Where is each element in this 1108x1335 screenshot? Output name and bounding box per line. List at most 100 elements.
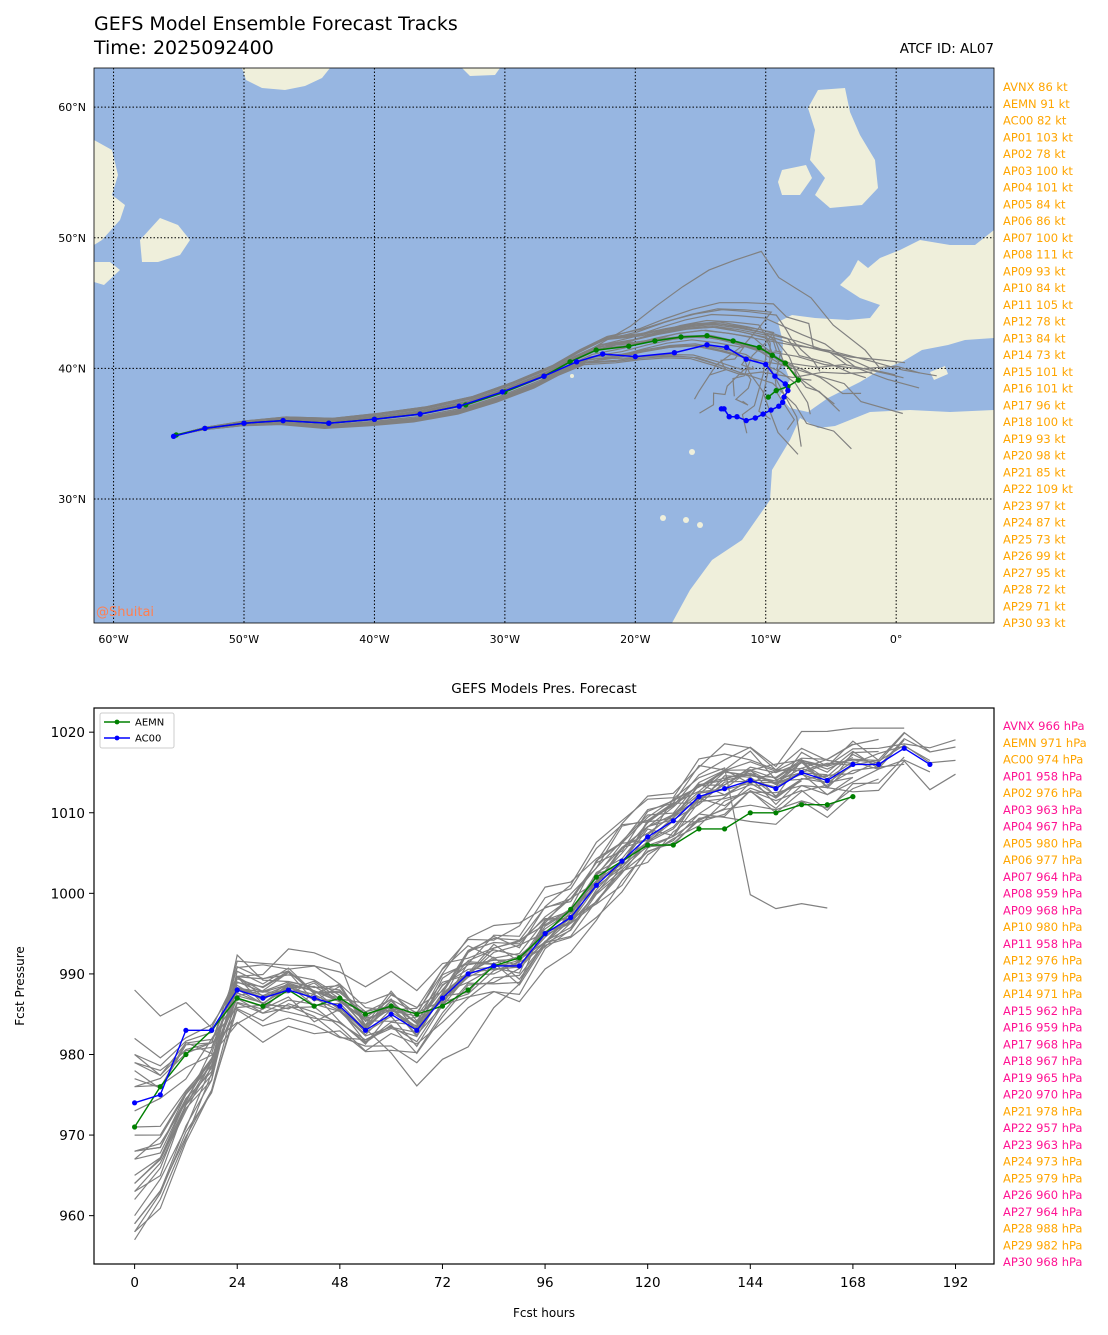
track-point-aemn	[795, 377, 801, 383]
pressure-point-aemn	[183, 1051, 189, 1058]
pressure-point-aemn	[388, 1003, 394, 1009]
track-point-ac00	[781, 394, 787, 400]
map-lat-tick-label: 60°N	[58, 101, 86, 114]
map-lon-tick-label: 60°W	[98, 633, 128, 646]
map-legend-entry: AP16 101 kt	[1003, 382, 1073, 396]
pressure-point-ac00	[645, 834, 651, 840]
pressure-legend-entry: AP25 979 hPa	[1003, 1171, 1082, 1185]
track-point-ac00	[734, 414, 740, 420]
x-tick-label: 192	[943, 1275, 969, 1291]
pressure-legend-entry: AP07 964 hPa	[1003, 870, 1082, 884]
pressure-point-ac00	[209, 1027, 215, 1033]
time-label: Time: 2025092400	[93, 37, 274, 59]
iceland-land	[462, 68, 500, 76]
map-legend-entry: AP04 101 kt	[1003, 181, 1073, 195]
pressure-point-aemn	[414, 1011, 420, 1017]
track-point-ac00	[241, 420, 247, 426]
map-legend-entry: AP25 73 kt	[1003, 532, 1066, 546]
pressure-point-ac00	[568, 914, 574, 921]
pressure-legend-entry: AP19 965 hPa	[1003, 1071, 1082, 1085]
pressure-point-ac00	[234, 987, 240, 993]
map-legend-entry: AP09 93 kt	[1003, 264, 1066, 278]
map-legend-entry: AEMN 91 kt	[1003, 97, 1070, 111]
pressure-x-ticks: 0 24 48 72 96 120 144 168 192	[130, 1264, 968, 1291]
member-pressure-line	[134, 743, 931, 1184]
y-tick-label: 970	[59, 1128, 85, 1144]
pressure-point-aemn	[311, 1003, 317, 1009]
track-point-ac00	[704, 342, 710, 348]
track-point-ac00	[371, 416, 378, 422]
pressure-legend-entry: AP05 980 hPa	[1003, 836, 1082, 850]
track-point-ac00	[743, 356, 749, 362]
pressure-legend: AEMN AC00	[99, 712, 175, 749]
pressure-chart-title: GEFS Models Pres. Forecast	[451, 681, 636, 697]
pressure-legend-entry: AP01 958 hPa	[1003, 769, 1082, 783]
track-point-aemn	[652, 338, 658, 344]
track-point-aemn	[769, 352, 775, 358]
pressure-point-ac00	[285, 987, 292, 993]
pressure-legend-entry: AP03 963 hPa	[1003, 803, 1082, 817]
track-point-ac00	[723, 344, 730, 351]
track-point-ac00	[760, 411, 766, 417]
pressure-point-aemn	[465, 987, 471, 993]
map-legend-entry: AP22 109 kt	[1003, 482, 1073, 496]
x-axis-label: Fcst hours	[513, 1306, 575, 1320]
track-point-ac00	[780, 399, 786, 405]
y-axis-label: Fcst Pressure	[13, 946, 27, 1026]
x-tick-label: 0	[130, 1275, 139, 1291]
pressure-point-ac00	[491, 963, 497, 969]
pressure-point-ac00	[619, 858, 625, 864]
track-point-aemn	[782, 360, 788, 366]
member-pressure-line	[134, 743, 854, 1193]
track-point-ac00	[600, 351, 606, 357]
pressure-legend-entry: AP29 982 hPa	[1003, 1238, 1082, 1252]
member-pressure-line	[134, 739, 956, 1192]
y-tick-label: 960	[59, 1209, 85, 1225]
figure-title: GEFS Model Ensemble Forecast Tracks	[94, 13, 458, 35]
track-point-ac00	[280, 417, 286, 424]
pressure-legend-entry: AVNX 966 hPa	[1003, 719, 1085, 733]
pressure-point-ac00	[722, 786, 728, 792]
map-legend-entry: AP01 103 kt	[1003, 130, 1073, 144]
map-legend-entry: AP07 100 kt	[1003, 231, 1073, 245]
track-point-ac00	[763, 361, 769, 368]
x-tick-label: 168	[840, 1275, 866, 1291]
map-legend-entry: AP14 73 kt	[1003, 348, 1066, 362]
pressure-point-aemn	[439, 1003, 446, 1009]
track-point-ac00	[417, 411, 423, 417]
track-point-ac00	[632, 353, 638, 360]
pressure-point-ac00	[670, 818, 676, 824]
member-track	[176, 345, 755, 436]
pressure-point-ac00	[773, 786, 779, 792]
canary-land-2	[683, 517, 689, 523]
track-point-ac00	[499, 389, 505, 395]
legend-marker-aemn	[114, 719, 120, 725]
map-lon-tick-label: 20°W	[620, 633, 650, 646]
legend-marker-ac00	[114, 735, 120, 741]
pressure-point-aemn	[568, 906, 574, 913]
map-legend-entry: AP10 84 kt	[1003, 281, 1066, 295]
track-point-aemn	[765, 394, 771, 400]
map-legend-entry: AP24 87 kt	[1003, 516, 1066, 530]
map-legend-entry: AVNX 86 kt	[1003, 80, 1068, 94]
map-legend-entry: AP20 98 kt	[1003, 449, 1066, 463]
pressure-point-ac00	[260, 995, 266, 1001]
member-pressure-line	[134, 727, 905, 1089]
map-legend-entry: AP02 78 kt	[1003, 147, 1066, 161]
track-point-ac00	[743, 417, 749, 424]
pressure-legend-entry: AP16 959 hPa	[1003, 1021, 1082, 1035]
watermark: @Shuitai	[96, 605, 154, 620]
pressure-point-ac00	[362, 1027, 369, 1033]
pressure-point-ac00	[157, 1092, 163, 1098]
pressure-point-aemn	[337, 995, 343, 1001]
track-point-aemn	[773, 387, 779, 394]
x-tick-label: 24	[229, 1275, 246, 1291]
map-legend-entry: AC00 82 kt	[1003, 114, 1067, 128]
pressure-point-ac00	[132, 1100, 138, 1106]
britain-land	[808, 88, 878, 208]
track-point-aemn	[626, 343, 632, 349]
legend-label-ac00: AC00	[135, 734, 161, 745]
canary-land-1	[660, 515, 666, 521]
pressure-legend-entry: AC00 974 hPa	[1003, 753, 1083, 767]
